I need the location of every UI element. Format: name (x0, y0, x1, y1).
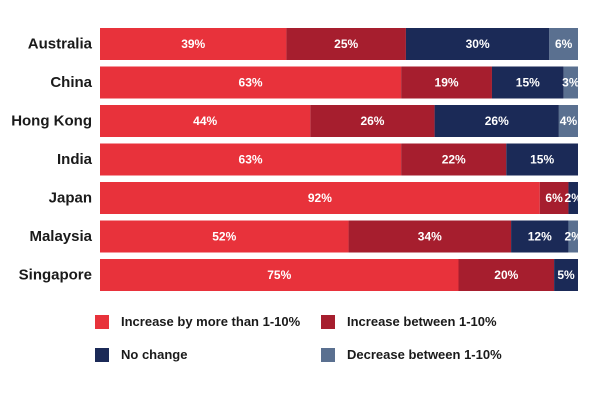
bar-segment (100, 259, 459, 291)
bar-segment (511, 220, 569, 253)
category-label: Malaysia (29, 228, 92, 245)
data-label: 34% (418, 230, 442, 244)
bar-segment (286, 28, 406, 60)
legend-label: Increase between 1-10% (347, 314, 497, 329)
bar-segment (539, 182, 569, 214)
data-label: 2% (565, 230, 583, 244)
bar-segment (100, 143, 402, 176)
bar-segment (554, 259, 578, 291)
data-label: 3% (562, 76, 580, 90)
data-label: 39% (181, 37, 205, 51)
legend-swatch (321, 314, 335, 329)
legend-swatch (95, 314, 109, 329)
data-label: 4% (560, 114, 578, 128)
data-label: 15% (530, 153, 554, 167)
data-label: 15% (516, 76, 540, 90)
bar-segment (100, 182, 540, 214)
bar-segment (100, 220, 349, 253)
data-label: 44% (193, 114, 217, 128)
legend-swatch (95, 347, 109, 362)
bar-segment (491, 66, 564, 99)
bar-segment (434, 105, 559, 137)
data-label: 2% (565, 191, 583, 205)
category-label: China (50, 74, 92, 91)
bar-segment (401, 143, 507, 176)
bar-segment (568, 182, 578, 214)
data-label: 63% (239, 76, 263, 90)
category-label: Japan (49, 190, 92, 207)
data-label: 25% (334, 37, 358, 51)
bar-segment (401, 66, 492, 99)
data-label: 5% (557, 268, 575, 282)
bar-segment (549, 28, 578, 60)
bar-segment (100, 66, 402, 99)
category-label: India (57, 151, 93, 168)
category-label: Singapore (19, 267, 92, 284)
bar-segment (506, 143, 578, 176)
legend-item-increase-more: Increase by more than 1-10% (95, 314, 300, 329)
legend-item-increase-between: Increase between 1-10% (321, 314, 497, 329)
bar-segment (563, 66, 578, 99)
data-label: 75% (267, 268, 291, 282)
legend-label: Decrease between 1-10% (347, 347, 502, 362)
bar-segment (310, 105, 435, 137)
data-label: 52% (212, 230, 236, 244)
data-label: 92% (308, 191, 332, 205)
legend-label: Increase by more than 1-10% (121, 314, 301, 329)
data-label: 20% (494, 268, 518, 282)
category-label: Hong Kong (11, 113, 92, 130)
data-label: 63% (239, 153, 263, 167)
data-label: 22% (442, 153, 466, 167)
data-label: 19% (435, 76, 459, 90)
legend-label: No change (121, 347, 188, 362)
category-label: Australia (28, 36, 93, 53)
bar-segment (348, 220, 512, 253)
legend-item-no-change: No change (95, 347, 187, 362)
data-label: 26% (485, 114, 509, 128)
bar-segment (100, 105, 311, 137)
legend-swatch (321, 347, 335, 362)
legend-item-decrease-between: Decrease between 1-10% (321, 347, 502, 362)
bar-segment (100, 28, 287, 60)
bar-segment (558, 105, 578, 137)
bar-segment (568, 220, 578, 253)
data-label: 30% (466, 37, 490, 51)
legend: Increase by more than 1-10% Increase bet… (95, 310, 525, 370)
data-label: 6% (555, 37, 573, 51)
bar-segment (458, 259, 555, 291)
stacked-bar-chart: Australia 39% 25% 30% 6% China 63% 19% 15% 3% Hong… (11, 28, 583, 291)
data-label: 26% (360, 114, 384, 128)
data-label: 6% (545, 191, 563, 205)
bar-segment (405, 28, 550, 60)
data-label: 12% (528, 230, 552, 244)
